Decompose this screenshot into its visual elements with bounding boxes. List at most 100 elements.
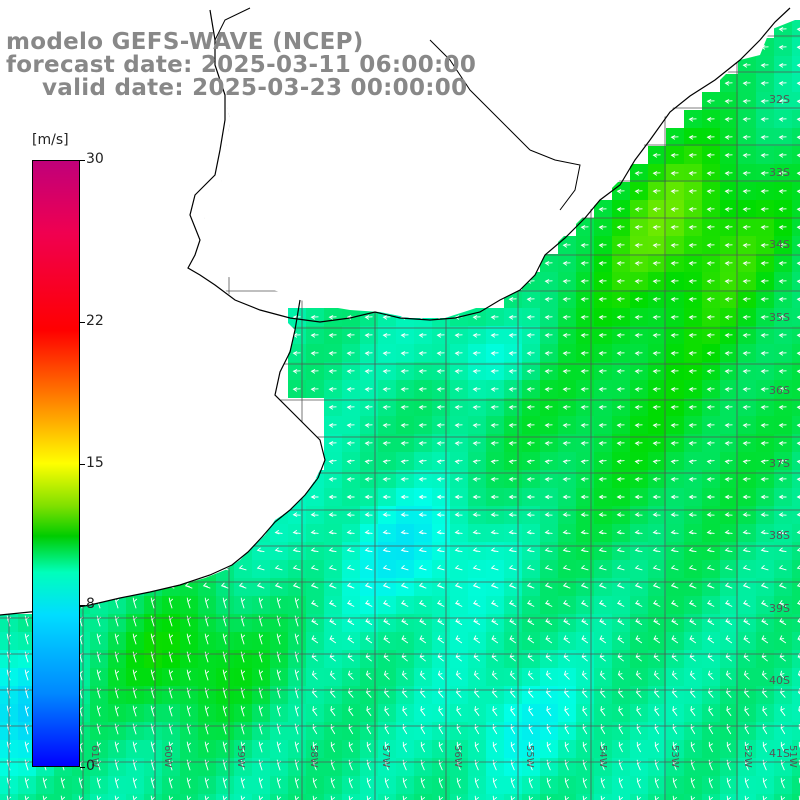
wind-arrow — [598, 207, 607, 212]
wind-arrow — [670, 207, 679, 212]
wind-arrow — [634, 207, 643, 212]
wind-arrow — [204, 669, 210, 681]
wind-arrow — [670, 529, 679, 535]
wind-arrow — [598, 279, 607, 284]
wind-arrow — [382, 529, 391, 535]
wind-cell — [792, 632, 800, 650]
wind-arrow — [328, 315, 337, 320]
wind-arrow — [276, 633, 282, 645]
wind-arrow — [617, 635, 625, 644]
wind-arrow — [544, 297, 553, 302]
wind-arrow — [598, 512, 607, 517]
wind-arrow — [544, 547, 553, 553]
wind-arrow — [670, 387, 679, 392]
wind-arrow — [258, 777, 264, 789]
wind-arrow — [562, 261, 571, 266]
wind-arrow — [652, 369, 661, 374]
wind-arrow — [545, 617, 553, 626]
wind-arrow — [671, 617, 679, 626]
wind-arrow — [778, 81, 787, 86]
wind-arrow — [382, 477, 391, 482]
wind-cell — [288, 794, 306, 800]
wind-cell — [792, 668, 800, 686]
wind-arrow — [526, 494, 535, 500]
wind-arrow — [400, 529, 409, 535]
wind-arrow — [599, 617, 607, 626]
wind-arrow — [474, 741, 479, 753]
wind-arrow — [616, 512, 625, 517]
wind-arrow — [616, 315, 625, 320]
wind-arrow — [634, 333, 643, 338]
wind-arrow — [616, 369, 625, 374]
wind-arrow — [186, 633, 192, 645]
wind-arrow — [742, 494, 751, 500]
wind-arrow — [328, 512, 337, 517]
wind-arrow — [580, 441, 589, 446]
wind-arrow — [454, 477, 463, 482]
wind-arrow — [652, 529, 661, 535]
wind-cell — [378, 794, 396, 800]
wind-cell — [792, 794, 800, 800]
wind-arrow — [670, 564, 679, 571]
wind-arrow — [778, 27, 787, 32]
wind-arrow — [400, 333, 409, 338]
wind-arrow — [526, 297, 535, 302]
wind-arrow — [652, 351, 661, 356]
lon-label: 54W — [597, 745, 608, 768]
wind-arrow — [492, 723, 498, 735]
wind-arrow — [706, 547, 715, 553]
wind-arrow — [472, 423, 481, 428]
wind-arrow — [599, 635, 607, 644]
wind-arrow — [562, 351, 571, 356]
wind-arrow — [186, 597, 192, 609]
wind-arrow — [762, 723, 768, 735]
wind-arrow — [365, 617, 373, 626]
wind-arrow — [670, 512, 679, 517]
wind-arrow — [634, 582, 643, 589]
wind-arrow — [402, 723, 408, 735]
wind-arrow — [24, 705, 30, 717]
wind-arrow — [724, 279, 733, 284]
wind-arrow — [24, 777, 30, 789]
wind-arrow — [652, 333, 661, 338]
wind-arrow — [652, 171, 661, 176]
wind-arrow — [366, 777, 372, 789]
wind-arrow — [760, 369, 769, 374]
wind-arrow — [724, 387, 733, 392]
wind-arrow — [653, 635, 661, 644]
wind-arrow — [688, 547, 697, 553]
wind-arrow — [690, 741, 695, 753]
wind-arrow — [706, 582, 715, 589]
wind-arrow — [472, 459, 481, 465]
wind-arrow — [436, 512, 445, 517]
wind-arrow — [382, 369, 391, 374]
wind-arrow — [760, 297, 769, 302]
wind-arrow — [706, 405, 715, 410]
wind-arrow — [491, 617, 499, 626]
wind-arrow — [742, 351, 751, 356]
wind-cell — [792, 254, 800, 272]
wind-arrow — [600, 777, 606, 789]
wind-arrow — [562, 387, 571, 392]
wind-arrow — [509, 670, 516, 680]
wind-arrow — [150, 669, 156, 681]
wind-arrow — [778, 153, 787, 158]
wind-arrow — [526, 564, 535, 571]
wind-arrow — [670, 582, 679, 589]
lat-label: 38S — [769, 529, 790, 542]
wind-arrow — [544, 459, 553, 465]
wind-arrow — [186, 741, 192, 753]
wind-arrow — [490, 512, 499, 517]
wind-arrow — [652, 297, 661, 302]
wind-arrow — [654, 723, 660, 735]
wind-arrow — [436, 423, 445, 428]
wind-cell — [792, 704, 800, 722]
wind-arrow — [292, 582, 301, 589]
wind-arrow — [472, 512, 481, 517]
lon-label: 56W — [452, 745, 463, 768]
wind-arrow — [329, 670, 336, 680]
wind-arrow — [778, 564, 787, 571]
wind-arrow — [168, 633, 174, 645]
colorbar-tick-label: 22 — [86, 312, 104, 329]
wind-arrow — [742, 423, 751, 428]
